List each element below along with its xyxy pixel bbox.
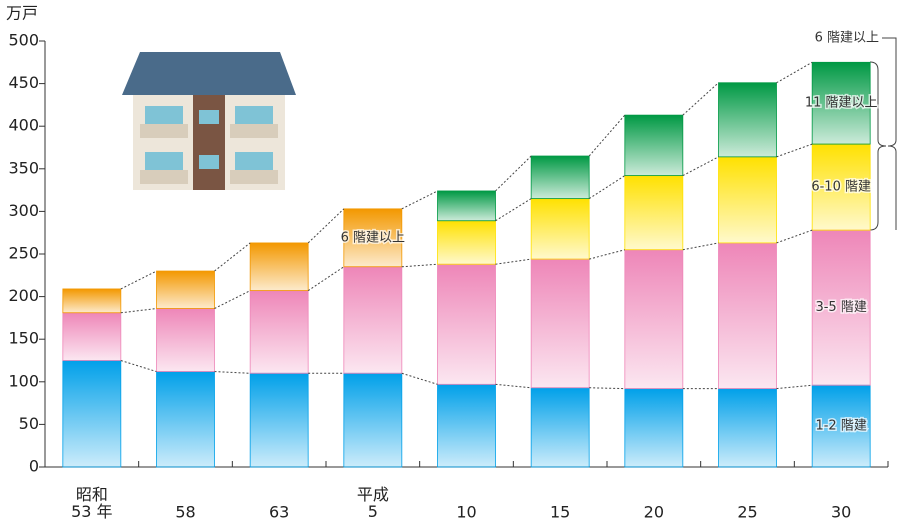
connector	[495, 383, 532, 389]
connector	[495, 198, 532, 222]
bar-segment	[249, 372, 309, 468]
x-tick-label: 20	[644, 503, 664, 522]
y-tick-label: 450	[8, 73, 39, 92]
bar-segment	[156, 308, 215, 372]
bar-segment	[530, 258, 590, 389]
connector	[307, 208, 345, 244]
bar-segment	[718, 388, 777, 468]
y-tick-label: 500	[8, 31, 39, 50]
connector	[588, 114, 626, 157]
connector	[776, 384, 813, 390]
connector	[120, 360, 157, 373]
y-tick-label: 100	[8, 371, 39, 390]
bar-segment	[811, 229, 871, 386]
y-tick-label: 250	[8, 244, 39, 263]
connector	[682, 156, 719, 177]
connector	[589, 249, 625, 260]
connector	[682, 82, 719, 116]
y-tick-label: 200	[8, 286, 39, 305]
x-tick-label: 昭和 53 年	[71, 485, 112, 521]
bar-segment	[811, 384, 871, 468]
bar-segment	[437, 263, 496, 385]
connector	[401, 263, 438, 268]
connector	[214, 290, 251, 309]
bar-segment	[530, 387, 590, 468]
y-tick-label: 150	[8, 329, 39, 348]
bar-segment	[437, 383, 496, 468]
connector	[401, 190, 438, 210]
bar-segment	[718, 156, 777, 244]
x-tick-label: 15	[550, 503, 570, 522]
connector	[776, 229, 813, 244]
bar-segment	[624, 175, 684, 251]
annotation-brace	[869, 61, 887, 231]
x-tick-label: 10	[456, 503, 476, 522]
connector	[307, 266, 345, 292]
x-tick-label: 平成 5	[357, 485, 389, 521]
bar-segment	[624, 249, 684, 390]
house-illustration	[122, 52, 296, 190]
connector	[214, 371, 251, 374]
bar-segment	[62, 360, 122, 468]
series-label: 11 階建以上	[805, 96, 878, 111]
bar-segment	[343, 208, 403, 268]
connector	[495, 155, 532, 192]
series-label: 3-5 階建	[815, 300, 866, 315]
connector	[214, 242, 251, 272]
y-tick-label: 0	[29, 457, 39, 476]
bar-segment	[62, 288, 122, 314]
x-tick-label: 25	[737, 503, 757, 522]
connector	[495, 258, 532, 265]
bar-segment	[343, 266, 403, 374]
connector	[682, 242, 719, 251]
x-tick-label: 30	[831, 503, 851, 522]
bar-segment	[156, 371, 215, 468]
series-label: 1-2 階建	[815, 419, 866, 434]
x-tick-label: 58	[175, 503, 195, 522]
bar-segment	[62, 312, 122, 361]
bar-segment	[437, 220, 496, 265]
series-label: 6 階建以上	[341, 230, 405, 245]
bar-segment	[811, 143, 871, 231]
bar-segment	[624, 114, 684, 177]
connector	[588, 175, 626, 200]
annotation: 6 階建以上	[815, 31, 879, 46]
y-tick-label: 50	[19, 414, 39, 433]
annotation-bracket	[882, 37, 897, 230]
x-tick-label: 63	[269, 503, 289, 522]
bar-segment	[249, 290, 309, 374]
y-tick-label: 300	[8, 201, 39, 220]
bar-segment	[437, 190, 496, 222]
bar-segment	[530, 155, 590, 200]
bar-segment	[718, 82, 777, 158]
bar-segment	[624, 388, 684, 468]
connector	[401, 372, 438, 385]
connector	[776, 143, 813, 158]
y-tick-label: 350	[8, 158, 39, 177]
connector	[120, 270, 157, 290]
connector	[120, 308, 157, 314]
bar-segment	[530, 198, 590, 260]
bar-segment	[156, 270, 215, 309]
bar-segment	[343, 372, 403, 468]
series-label: 6-10 階建	[811, 180, 871, 195]
connector	[776, 61, 813, 84]
bar-segment	[249, 242, 309, 292]
bar-segment	[811, 61, 871, 145]
y-tick-label: 400	[8, 116, 39, 135]
y-axis-unit: 万戸	[6, 4, 38, 23]
connector	[589, 387, 625, 390]
bar-segment	[718, 242, 777, 390]
